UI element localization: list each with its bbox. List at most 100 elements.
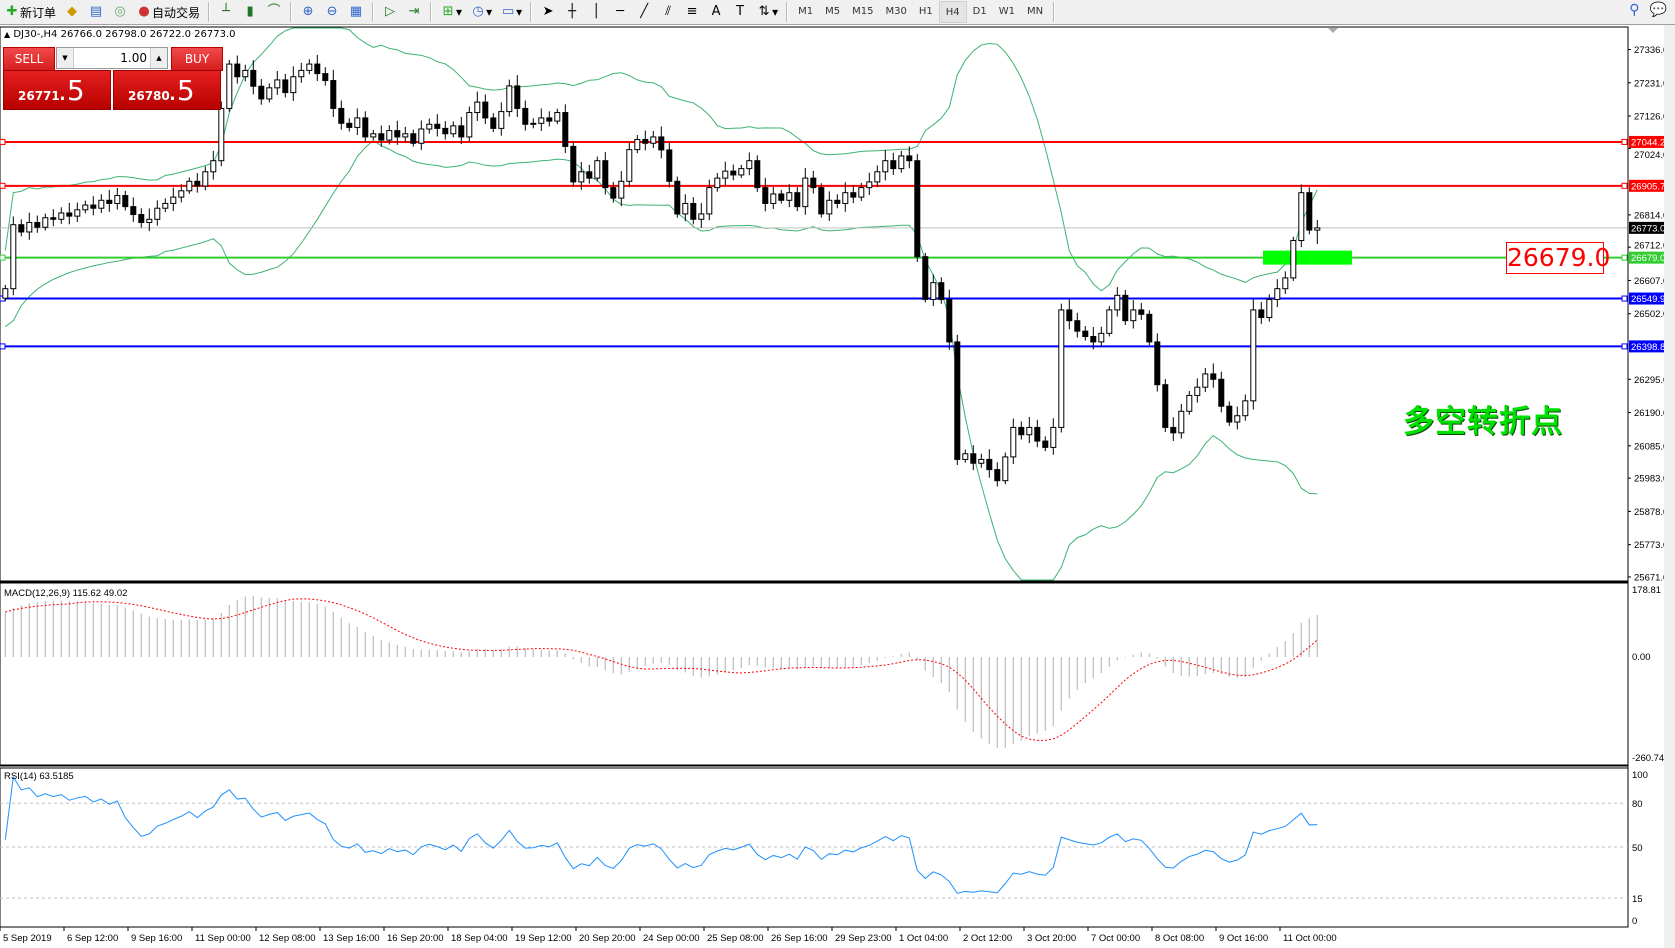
candle-body — [602, 160, 609, 189]
candle-body — [130, 206, 137, 216]
market-watch-button[interactable]: ◆ — [60, 1, 84, 23]
chat-icon[interactable]: 💬 — [1649, 2, 1667, 18]
price-annotation-label[interactable]: 26679.0 — [1506, 242, 1611, 274]
lot-decrease-icon[interactable]: ▼ — [57, 48, 74, 68]
level-handle-icon[interactable] — [0, 343, 6, 350]
signal-icon: ◎ — [114, 4, 126, 19]
buy-price-button[interactable]: 26780 .5 — [113, 70, 221, 110]
level-handle-icon[interactable] — [1621, 182, 1628, 189]
timeframe-m1[interactable]: M1 — [798, 5, 814, 17]
sell-button[interactable]: SELL — [3, 47, 55, 71]
candle-body — [1234, 415, 1241, 423]
timeframe-w1[interactable]: W1 — [998, 5, 1015, 17]
text-button[interactable]: A — [704, 1, 728, 23]
text-label-icon: T — [736, 4, 745, 19]
auto-trading-button[interactable]: ● 自动交易 — [132, 1, 204, 23]
lot-increase-icon[interactable]: ▲ — [150, 48, 167, 68]
tile-windows-button[interactable]: ▦ — [344, 1, 368, 23]
collapse-arrow-icon[interactable]: ▲ — [4, 30, 11, 39]
line-chart-button[interactable]: ⌒ — [262, 1, 286, 23]
clock-icon: ◷ — [472, 4, 484, 19]
auto-scroll-button[interactable]: ▷ — [378, 1, 402, 23]
macd-label: MACD(12,26,9) 115.62 49.02 — [4, 588, 127, 599]
sell-price-button[interactable]: 26771 .5 — [3, 70, 111, 110]
level-handle-icon[interactable] — [1621, 343, 1628, 350]
candle-body — [530, 122, 537, 125]
candle-body — [1106, 309, 1113, 334]
text-label-button[interactable]: T — [728, 1, 752, 23]
candle-body — [1186, 394, 1193, 412]
candle-body — [482, 101, 489, 119]
bar-chart-button[interactable]: ┴ — [214, 1, 238, 23]
chart-shift-button[interactable]: ⇥ — [402, 1, 426, 23]
time-axis-label: 11 Oct 00:00 — [1283, 933, 1337, 944]
candle-body — [2, 288, 9, 299]
fibonacci-button[interactable]: ≡ — [680, 1, 704, 23]
arrows-button[interactable]: ⇅ ▾ — [752, 1, 782, 23]
trendline-button[interactable]: ╱ — [632, 1, 656, 23]
time-axis-label: 13 Sep 16:00 — [323, 933, 380, 944]
candle-body — [370, 133, 377, 138]
toolbar-separator — [372, 2, 375, 22]
support-zone-rectangle[interactable] — [1263, 250, 1352, 265]
new-order-button[interactable]: ✚ 新订单 — [0, 1, 60, 23]
candle-body — [610, 187, 617, 199]
signals-button[interactable]: ◎ — [108, 1, 132, 23]
timeframe-h1[interactable]: H1 — [918, 5, 933, 17]
candle-body — [226, 63, 233, 109]
candle-body — [1138, 309, 1145, 315]
level-handle-icon[interactable] — [0, 138, 6, 145]
navigator-button[interactable]: ▤ — [84, 1, 108, 23]
level-price-tag: 26679.0 — [1631, 253, 1665, 264]
level-handle-icon[interactable] — [1621, 295, 1628, 302]
timeframe-m5[interactable]: M5 — [825, 5, 841, 17]
candle-body — [642, 138, 649, 144]
indicators-button[interactable]: ⊞ ▾ — [436, 1, 466, 23]
zoom-out-button[interactable]: ⊖ — [320, 1, 344, 23]
trend-reversal-annotation[interactable]: 多空转折点 — [1403, 404, 1563, 440]
candle-body — [946, 298, 953, 343]
time-axis-label: 20 Sep 20:00 — [579, 933, 636, 944]
candlestick-button[interactable]: ▮ — [238, 1, 262, 23]
search-icon[interactable]: ⚲ — [1629, 2, 1640, 18]
periods-button[interactable]: ◷ ▾ — [466, 1, 496, 23]
timeframe-d1[interactable]: D1 — [972, 5, 987, 17]
candle-body — [762, 187, 769, 204]
candle-body — [650, 136, 657, 144]
chart-area[interactable]: 27336.0 27231.0 27126.0 27024.0 26814.0 26712… — [0, 25, 1675, 948]
candle-body — [970, 453, 977, 464]
equidistant-channel-button[interactable]: ⫽ — [656, 1, 680, 23]
lot-size-input[interactable]: ▼ 1.00 ▲ — [56, 47, 168, 69]
buy-button[interactable]: BUY — [171, 47, 223, 71]
candle-body — [154, 207, 161, 220]
bollinger-lower-band — [4, 139, 1318, 581]
candle-body — [682, 202, 689, 215]
level-handle-icon[interactable] — [1621, 254, 1628, 261]
vertical-line-button[interactable]: │ — [584, 1, 608, 23]
timeframe-m30[interactable]: M30 — [885, 5, 907, 17]
candle-body — [1114, 294, 1121, 311]
horizontal-line-button[interactable]: ─ — [608, 1, 632, 23]
timeframe-h4[interactable]: H4 — [938, 1, 967, 23]
candle-body — [146, 218, 153, 223]
crosshair-button[interactable]: ┼ — [560, 1, 584, 23]
macd-axis-label: 178.81 — [1632, 585, 1661, 596]
timeframe-mn[interactable]: MN — [1026, 5, 1044, 17]
chart-shift-marker-icon[interactable] — [1328, 28, 1338, 33]
timeframe-m15[interactable]: M15 — [852, 5, 874, 17]
zoom-in-icon: ⊕ — [302, 4, 314, 19]
candle-body — [426, 123, 433, 130]
level-handle-icon[interactable] — [1621, 138, 1628, 145]
toolbar: ✚ 新订单 ◆ ▤ ◎ ● 自动交易 ┴ ▮ ⌒ ⊕ ⊖ ▦ ▷ ⇥ ⊞ ▾ ◷ ▾ ▭… — [0, 0, 1675, 25]
templates-button[interactable]: ▭ ▾ — [501, 4, 523, 19]
candle-body — [450, 125, 457, 135]
sell-price-main: 26771 — [18, 89, 60, 103]
auto-trading-label: 自动交易 — [152, 5, 201, 20]
level-handle-icon[interactable] — [0, 182, 6, 189]
level-handle-icon[interactable] — [0, 254, 6, 261]
cursor-button[interactable]: ➤ — [536, 1, 560, 23]
candle-body — [890, 160, 897, 170]
candle-body — [1258, 309, 1265, 319]
candle-body — [218, 107, 225, 162]
zoom-in-button[interactable]: ⊕ — [296, 1, 320, 23]
